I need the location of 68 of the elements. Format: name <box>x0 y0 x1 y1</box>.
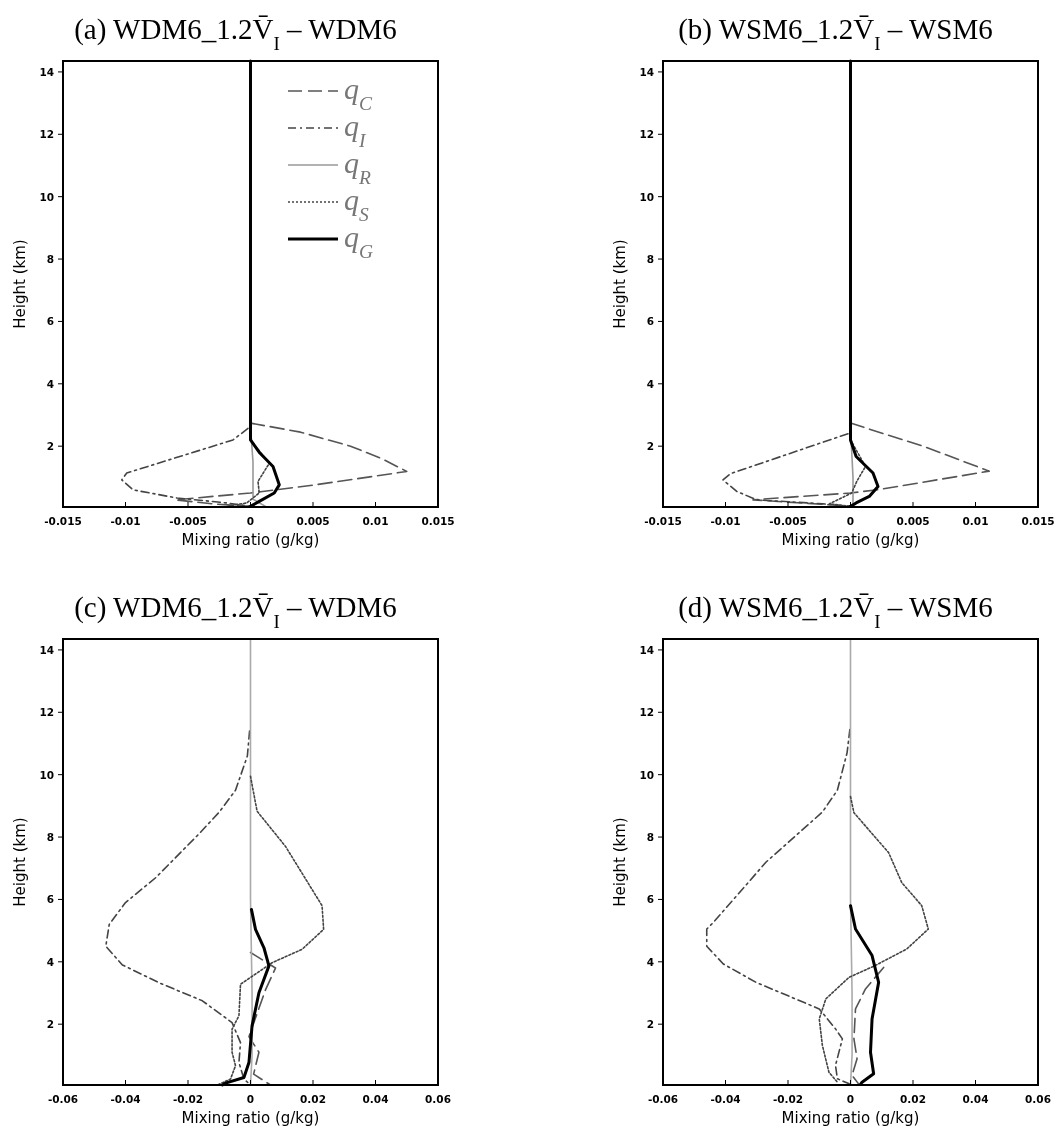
y-tick-label: 12 <box>639 128 654 141</box>
y-tick-label: 6 <box>646 893 654 906</box>
x-axis-title: Mixing ratio (g/kg) <box>181 1109 320 1127</box>
x-tick-label: -0.01 <box>110 515 141 527</box>
y-axis-title: Height (km) <box>11 239 29 329</box>
y-tick-label: 2 <box>46 1018 54 1031</box>
y-tick-label: 10 <box>639 768 654 781</box>
y-tick-label: 6 <box>646 315 654 328</box>
y-tick-label: 8 <box>646 831 654 844</box>
y-tick-label: 14 <box>639 65 654 78</box>
x-tick-label: 0 <box>846 515 855 527</box>
y-tick-label: 14 <box>39 65 54 78</box>
chart-title: (d) WSM6_1.2V̄$_{I}$ – WSM6 <box>678 591 993 632</box>
x-tick-label: -0.015 <box>44 515 82 527</box>
y-tick-label: 6 <box>46 893 54 906</box>
y-tick-label: 14 <box>639 643 654 656</box>
chart-title: (a) WDM6_1.2V̄$_{I}$ – WDM6 <box>74 13 397 54</box>
y-tick-label: 14 <box>39 643 54 656</box>
x-tick-label: -0.06 <box>647 1093 679 1105</box>
x-tick-label: -0.04 <box>110 1093 141 1105</box>
y-tick-label: 8 <box>46 253 54 266</box>
y-axis-title: Height (km) <box>611 239 629 329</box>
x-tick-label: 0.005 <box>896 515 930 527</box>
x-tick-label: 0.06 <box>425 1093 451 1105</box>
y-tick-label: 2 <box>646 1018 654 1031</box>
chart-title: (b) WSM6_1.2V̄$_{I}$ – WSM6 <box>678 13 993 54</box>
y-tick-label: 10 <box>39 190 54 203</box>
chart-title: (c) WDM6_1.2V̄$_{I}$ – WDM6 <box>74 591 397 632</box>
x-tick-label: 0 <box>846 1093 855 1105</box>
y-tick-label: 4 <box>646 377 654 390</box>
y-tick-label: 2 <box>46 440 54 453</box>
x-tick-label: 0.02 <box>900 1093 926 1105</box>
y-tick-label: 12 <box>39 128 54 141</box>
y-tick-label: 12 <box>639 706 654 719</box>
x-tick-label: -0.015 <box>644 515 682 527</box>
y-axis-title: Height (km) <box>11 817 29 907</box>
y-tick-label: 4 <box>646 955 654 968</box>
y-tick-label: 12 <box>39 706 54 719</box>
y-tick-label: 6 <box>46 315 54 328</box>
y-tick-label: 10 <box>639 190 654 203</box>
x-tick-label: 0.01 <box>362 515 389 527</box>
x-tick-label: 0 <box>246 1093 255 1105</box>
x-tick-label: 0 <box>246 515 255 527</box>
x-tick-label: 0.01 <box>962 515 989 527</box>
x-tick-label: 0.04 <box>362 1093 389 1105</box>
y-tick-label: 2 <box>646 440 654 453</box>
x-tick-label: 0.04 <box>962 1093 989 1105</box>
x-tick-label: 0.015 <box>1021 515 1055 527</box>
x-tick-label: 0.02 <box>300 1093 326 1105</box>
x-axis-title: Mixing ratio (g/kg) <box>181 531 320 549</box>
y-tick-label: 8 <box>46 831 54 844</box>
y-tick-label: 4 <box>46 377 54 390</box>
x-tick-label: -0.04 <box>710 1093 741 1105</box>
y-tick-label: 10 <box>39 768 54 781</box>
x-tick-label: -0.02 <box>172 1093 204 1105</box>
x-axis-title: Mixing ratio (g/kg) <box>781 1109 920 1127</box>
y-tick-label: 8 <box>646 253 654 266</box>
x-tick-label: -0.02 <box>772 1093 804 1105</box>
x-tick-label: -0.005 <box>169 515 207 527</box>
x-tick-label: -0.06 <box>47 1093 79 1105</box>
x-tick-label: 0.06 <box>1025 1093 1051 1105</box>
x-tick-label: 0.015 <box>421 515 455 527</box>
x-tick-label: -0.01 <box>710 515 741 527</box>
y-axis-title: Height (km) <box>611 817 629 907</box>
x-tick-label: 0.005 <box>296 515 330 527</box>
x-tick-label: -0.005 <box>769 515 807 527</box>
x-axis-title: Mixing ratio (g/kg) <box>781 531 920 549</box>
y-tick-label: 4 <box>46 955 54 968</box>
